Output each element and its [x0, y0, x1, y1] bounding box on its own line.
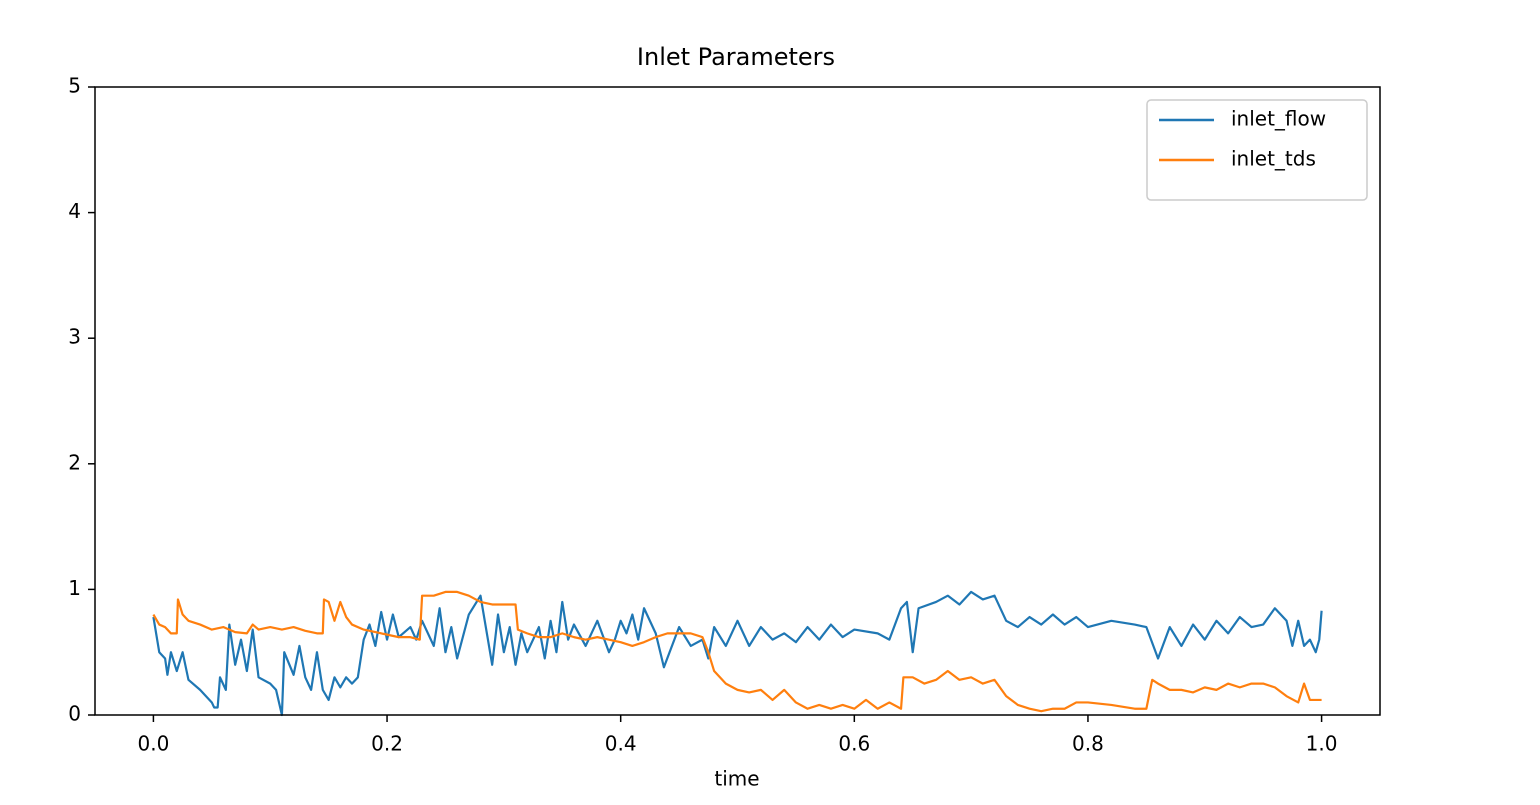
x-tick-label: 0.6 — [838, 732, 870, 756]
y-tick-label: 5 — [68, 74, 81, 98]
x-axis-label: time — [714, 767, 759, 791]
x-tick-label: 0.8 — [1072, 732, 1104, 756]
series-line — [152, 590, 1322, 713]
plot-frame — [94, 86, 1381, 716]
y-tick-label: 0 — [68, 702, 81, 726]
y-tick-label: 2 — [68, 450, 81, 474]
legend-box — [1146, 99, 1368, 201]
y-tick-label: 3 — [68, 325, 81, 349]
x-tick-label: 0.4 — [605, 732, 637, 756]
x-tick-label: 0.2 — [371, 732, 403, 756]
chart-title: Inlet Parameters — [637, 43, 835, 71]
legend-label: inlet_tds — [1231, 147, 1316, 171]
series-line — [152, 590, 1323, 717]
legend-label: inlet_flow — [1231, 107, 1326, 131]
x-tick-label: 1.0 — [1306, 732, 1338, 756]
y-tick-label: 1 — [68, 576, 81, 600]
x-tick-label: 0.0 — [138, 732, 170, 756]
y-tick-label: 4 — [68, 199, 81, 223]
caption: Normalized values of data over time — [500, 803, 974, 805]
